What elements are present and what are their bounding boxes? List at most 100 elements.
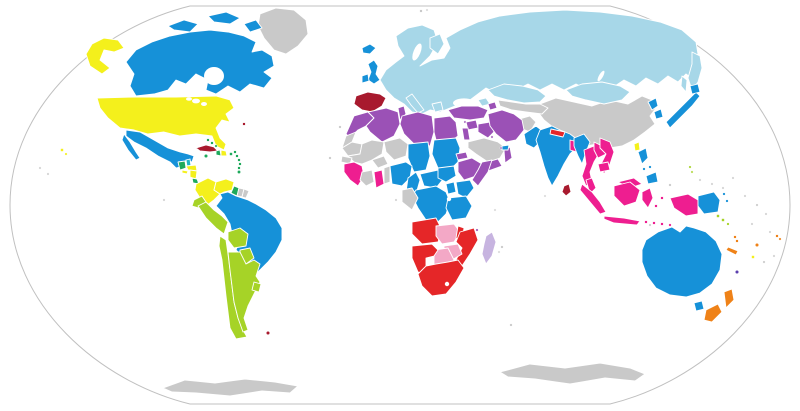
country-mali — [347, 139, 385, 165]
png-island-dots — [722, 192, 729, 203]
baltic-sea — [412, 43, 422, 61]
country-haiti — [215, 149, 222, 157]
country-canada-arctic-2 — [207, 11, 241, 25]
hudson-bay — [204, 67, 224, 85]
country-ivory-coast — [359, 169, 375, 187]
great-lakes-3 — [186, 97, 192, 101]
guam-marianas-dots — [688, 165, 694, 174]
country-australia — [641, 225, 723, 298]
region-finland — [429, 33, 445, 55]
country-somalia — [471, 159, 493, 187]
country-uganda — [445, 181, 457, 195]
indonesia-sumatra — [579, 183, 607, 215]
country-saudi-arabia — [467, 137, 507, 163]
territory-bermuda — [242, 122, 246, 126]
region-israel-jordan — [461, 127, 471, 141]
country-azerbaijan — [487, 101, 498, 111]
country-tunisia — [397, 105, 407, 121]
australia-tasmania — [693, 300, 705, 312]
east-timor — [648, 223, 652, 227]
country-madagascar — [481, 231, 497, 265]
country-comoros — [475, 228, 479, 232]
country-papua-new-guinea — [697, 191, 721, 215]
region-togo-benin — [383, 165, 391, 185]
country-greece — [431, 101, 444, 113]
lesser-antilles-dots — [233, 150, 242, 174]
new-caledonia — [725, 246, 739, 256]
solomon-islands-dots — [716, 214, 730, 226]
new-zealand-south-island — [703, 303, 723, 323]
antarctica-east — [499, 362, 646, 385]
country-united-kingdom — [367, 59, 381, 85]
territory-french-guiana — [241, 188, 250, 199]
indonesia-java — [603, 215, 641, 226]
country-dominican-republic — [220, 149, 228, 157]
vanuatu-dots — [733, 235, 739, 243]
philippines-visayas-dots — [642, 165, 652, 171]
lake-victoria — [446, 196, 452, 202]
region-spain-portugal — [353, 91, 387, 113]
south-pacific-island — [734, 269, 740, 275]
country-algeria — [365, 107, 401, 143]
tonga — [751, 255, 755, 259]
country-kuwait — [490, 135, 494, 139]
landmasses — [38, 7, 782, 397]
country-iran — [487, 109, 525, 143]
country-puerto-rico — [229, 152, 233, 156]
indonesia-west-papua — [669, 193, 699, 217]
country-italy — [405, 93, 425, 114]
country-kenya — [455, 179, 475, 199]
country-namibia — [411, 243, 439, 275]
lake-ladoga — [445, 48, 449, 52]
country-greenland — [257, 7, 309, 55]
country-cambodia — [597, 161, 611, 173]
great-lakes-1 — [192, 98, 200, 104]
bahamas-dots — [206, 138, 218, 148]
country-north-korea — [647, 97, 659, 111]
philippines-mindanao — [645, 171, 659, 185]
country-eritrea — [455, 151, 469, 161]
country-canada-arctic-3 — [243, 19, 263, 33]
black-sea — [453, 98, 475, 108]
svalbard-dots — [419, 8, 429, 13]
country-myanmar — [573, 133, 591, 165]
africa-island-dots — [328, 125, 504, 254]
region-gabon-congo — [401, 187, 419, 211]
country-angola — [411, 217, 443, 245]
country-south-sudan — [437, 165, 457, 183]
country-uruguay — [251, 281, 262, 293]
country-taiwan — [633, 141, 641, 152]
country-japan-hokkaido — [689, 83, 701, 95]
country-tanzania — [445, 195, 473, 221]
country-qatar — [499, 146, 503, 150]
country-libya — [399, 111, 435, 147]
country-nicaragua — [189, 169, 198, 180]
territory-falkland-islands — [265, 330, 271, 336]
country-nepal — [549, 128, 566, 138]
maldives — [543, 194, 547, 198]
indonesia-kalimantan — [613, 181, 641, 207]
country-zambia — [435, 223, 461, 245]
samoa-dots — [775, 234, 782, 241]
new-zealand-north-island — [723, 288, 735, 309]
country-chad — [407, 141, 431, 173]
indonesia-sulawesi — [641, 187, 654, 209]
lake-baikal — [597, 70, 605, 82]
country-japan — [665, 91, 701, 129]
polynesia-west-wrap-dots — [38, 166, 50, 176]
country-burkina-faso — [371, 155, 389, 169]
country-ireland — [361, 73, 370, 84]
region-turkmenistan-uzbekistan-tajikistan — [497, 99, 549, 115]
country-south-africa — [417, 259, 465, 297]
fiji — [754, 242, 760, 248]
country-mexico-baja — [121, 133, 141, 161]
country-bolivia — [227, 227, 249, 249]
country-guatemala — [177, 160, 187, 171]
country-argentina — [227, 251, 261, 333]
country-uae — [501, 144, 510, 151]
country-iceland — [361, 43, 377, 55]
galapagos — [162, 198, 166, 202]
country-peru — [197, 201, 229, 235]
country-canada-arctic-1 — [167, 19, 199, 33]
